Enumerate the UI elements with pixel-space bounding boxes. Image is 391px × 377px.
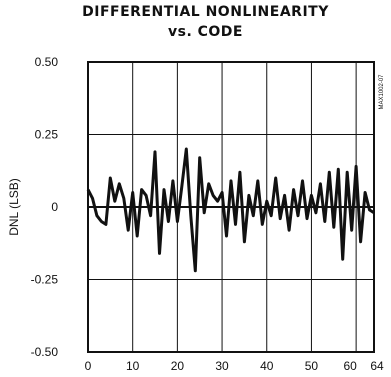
y-tick-label: -0.25 [31, 273, 59, 287]
y-axis-ticks: 0.50 0.25 0 -0.25 -0.50 [31, 55, 59, 359]
y-axis-label: DNL (LSB) [7, 178, 21, 236]
x-tick-label: 20 [171, 359, 185, 373]
dnl-series-line [86, 147, 375, 273]
x-tick-label: 0 [85, 359, 92, 373]
y-tick-label: 0.50 [35, 55, 59, 69]
x-tick-label: 40 [260, 359, 274, 373]
grid-lines [88, 62, 374, 352]
y-tick-label: 0 [51, 200, 58, 214]
x-tick-label: 64 [370, 359, 384, 373]
y-tick-label: -0.50 [31, 345, 59, 359]
chart-subtitle: vs. CODE [167, 24, 243, 40]
x-tick-label: 50 [305, 359, 319, 373]
x-tick-label: 10 [126, 359, 140, 373]
figure-code: MAX1002-07 [379, 74, 385, 110]
x-tick-label: 60 [343, 359, 357, 373]
y-tick-label: 0.25 [35, 128, 59, 142]
x-tick-label: 30 [215, 359, 229, 373]
chart-title: DIFFERENTIAL NONLINEARITY [82, 4, 329, 20]
x-axis-ticks: 0 10 20 30 40 50 60 64 [85, 359, 384, 373]
